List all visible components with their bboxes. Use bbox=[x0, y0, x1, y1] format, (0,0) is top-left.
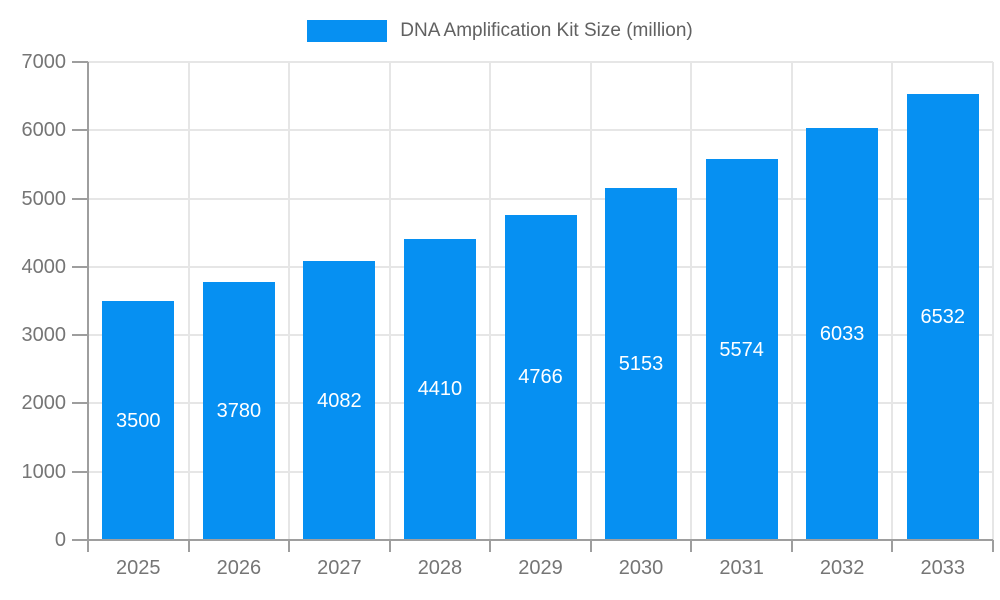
bar[interactable]: 4082 bbox=[303, 261, 376, 540]
gridline-x bbox=[288, 62, 291, 540]
y-tick-label: 2000 bbox=[21, 392, 67, 415]
bar[interactable]: 3780 bbox=[202, 281, 275, 540]
bar[interactable]: 4766 bbox=[504, 214, 577, 540]
legend: DNA Amplification Kit Size (million) bbox=[0, 17, 1000, 45]
bar-value-label: 5574 bbox=[719, 338, 764, 361]
x-tick-label: 2030 bbox=[618, 557, 664, 579]
x-tick-label: 2025 bbox=[116, 557, 161, 579]
y-tick-label: 1000 bbox=[21, 460, 67, 483]
gridline-x bbox=[187, 62, 190, 540]
y-tick-label: 7000 bbox=[21, 51, 67, 73]
bar[interactable]: 5153 bbox=[605, 188, 678, 540]
x-tick-label: 2031 bbox=[719, 557, 764, 579]
gridline-x bbox=[690, 62, 693, 540]
x-tick-label: 2026 bbox=[216, 557, 262, 579]
gridline-x bbox=[790, 62, 793, 540]
bar-value-label: 4082 bbox=[317, 389, 362, 412]
bar[interactable]: 5574 bbox=[705, 159, 778, 540]
x-tick-label: 2033 bbox=[920, 557, 965, 579]
x-axis-tick bbox=[891, 540, 894, 552]
gridline-x bbox=[891, 62, 894, 540]
bar-value-label: 4766 bbox=[518, 366, 563, 389]
bar[interactable]: 6033 bbox=[806, 128, 879, 540]
x-axis-tick bbox=[388, 540, 391, 552]
y-axis-tick bbox=[72, 334, 88, 337]
x-tick-label: 2027 bbox=[317, 557, 362, 579]
x-axis-tick bbox=[288, 540, 291, 552]
bar[interactable]: 4410 bbox=[403, 238, 476, 540]
x-axis-tick bbox=[690, 540, 693, 552]
gridline-x bbox=[388, 62, 391, 540]
bar[interactable]: 3500 bbox=[102, 301, 175, 540]
x-axis-tick bbox=[992, 540, 994, 552]
x-tick-label: 2032 bbox=[819, 557, 865, 579]
legend-swatch bbox=[307, 20, 388, 42]
y-axis-tick bbox=[72, 61, 88, 63]
x-tick-label: 2028 bbox=[417, 557, 463, 579]
y-axis-tick bbox=[72, 129, 88, 132]
bar-value-label: 6532 bbox=[920, 305, 965, 328]
gridline-x bbox=[589, 62, 592, 540]
y-axis-line bbox=[87, 62, 89, 540]
y-axis-tick bbox=[72, 265, 88, 268]
y-tick-label: 4000 bbox=[21, 255, 67, 278]
y-axis-tick bbox=[72, 470, 88, 473]
bar[interactable]: 6532 bbox=[906, 93, 979, 540]
y-tick-label: 5000 bbox=[21, 187, 67, 210]
legend-label: DNA Amplification Kit Size (million) bbox=[400, 20, 693, 41]
x-axis-line bbox=[87, 539, 993, 541]
bar-value-label: 3780 bbox=[216, 399, 262, 422]
bar-value-label: 5153 bbox=[618, 353, 664, 376]
y-tick-label: 0 bbox=[54, 529, 66, 551]
bar-value-label: 4410 bbox=[417, 378, 463, 401]
y-axis-tick bbox=[72, 539, 88, 541]
bar-value-label: 3500 bbox=[116, 409, 161, 432]
x-axis-tick bbox=[790, 540, 793, 552]
gridline-y bbox=[88, 129, 993, 132]
gridline-x bbox=[489, 62, 492, 540]
gridline-y bbox=[88, 197, 993, 200]
y-axis-tick bbox=[72, 197, 88, 200]
y-axis-tick bbox=[72, 402, 88, 405]
gridline-x bbox=[992, 62, 994, 540]
x-axis-tick bbox=[489, 540, 492, 552]
y-tick-label: 6000 bbox=[21, 119, 67, 142]
x-tick-label: 2029 bbox=[518, 557, 563, 579]
x-axis-tick bbox=[87, 540, 89, 552]
x-axis-tick bbox=[589, 540, 592, 552]
y-tick-label: 3000 bbox=[21, 324, 67, 347]
bar-value-label: 6033 bbox=[819, 323, 865, 345]
gridline-y bbox=[88, 61, 993, 63]
x-axis-tick bbox=[187, 540, 190, 552]
